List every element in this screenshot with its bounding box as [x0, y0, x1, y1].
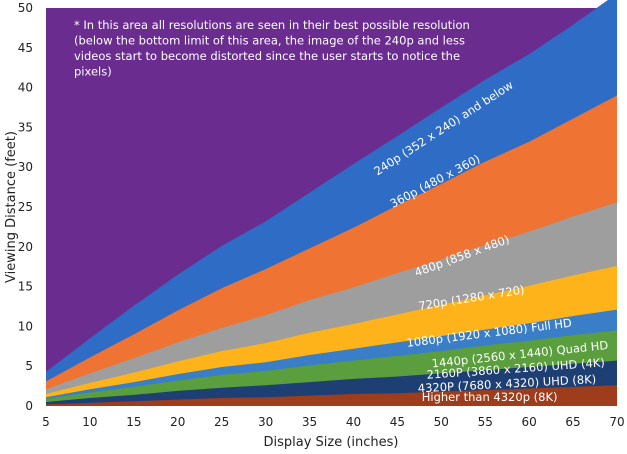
band-label-higher-than-4320p-8k: Higher than 4320p (8K) — [422, 390, 558, 404]
y-tick-label: 25 — [18, 200, 33, 214]
y-tick-label: 5 — [25, 359, 33, 373]
x-tick-label: 65 — [565, 415, 580, 429]
y-tick-label: 10 — [18, 319, 33, 333]
x-tick-label: 35 — [302, 415, 317, 429]
x-tick-label: 40 — [346, 415, 361, 429]
plot-area — [46, 0, 617, 406]
x-tick-label: 30 — [258, 415, 273, 429]
x-tick-label: 20 — [170, 415, 185, 429]
y-tick-label: 35 — [18, 120, 33, 134]
y-tick-label: 30 — [18, 160, 33, 174]
x-tick-label: 60 — [522, 415, 537, 429]
x-tick-label: 45 — [390, 415, 405, 429]
annotation-line: pixels) — [74, 65, 112, 79]
y-axis-title: Viewing Distance (feet) — [4, 131, 19, 283]
y-tick-label: 20 — [18, 240, 33, 254]
annotation-line: videos start to become distorted since t… — [74, 49, 460, 63]
x-tick-label: 5 — [42, 415, 50, 429]
y-tick-label: 0 — [25, 399, 33, 413]
x-tick-label: 15 — [126, 415, 141, 429]
x-axis-title: Display Size (inches) — [263, 435, 398, 450]
area-higher-than-4320p-8k — [46, 385, 617, 406]
x-tick-label: 50 — [434, 415, 449, 429]
x-axis-ticks: 5 10 15 20 25 30 35 40 45 50 55 60 65 70 — [42, 415, 624, 429]
x-tick-label: 70 — [609, 415, 624, 429]
x-tick-label: 55 — [478, 415, 493, 429]
annotation-line: * In this area all resolutions are seen … — [74, 18, 470, 32]
y-tick-label: 50 — [18, 1, 33, 15]
y-tick-label: 15 — [18, 280, 33, 294]
annotation-line: (below the bottom limit of this area, th… — [74, 34, 465, 48]
annotation-note: * In this area all resolutions are seen … — [74, 18, 470, 79]
y-axis-ticks: 0 5 10 15 20 25 30 35 40 45 50 — [18, 1, 33, 413]
y-tick-label: 40 — [18, 81, 33, 95]
x-tick-label: 10 — [82, 415, 97, 429]
y-tick-label: 45 — [18, 41, 33, 55]
x-tick-label: 25 — [214, 415, 229, 429]
